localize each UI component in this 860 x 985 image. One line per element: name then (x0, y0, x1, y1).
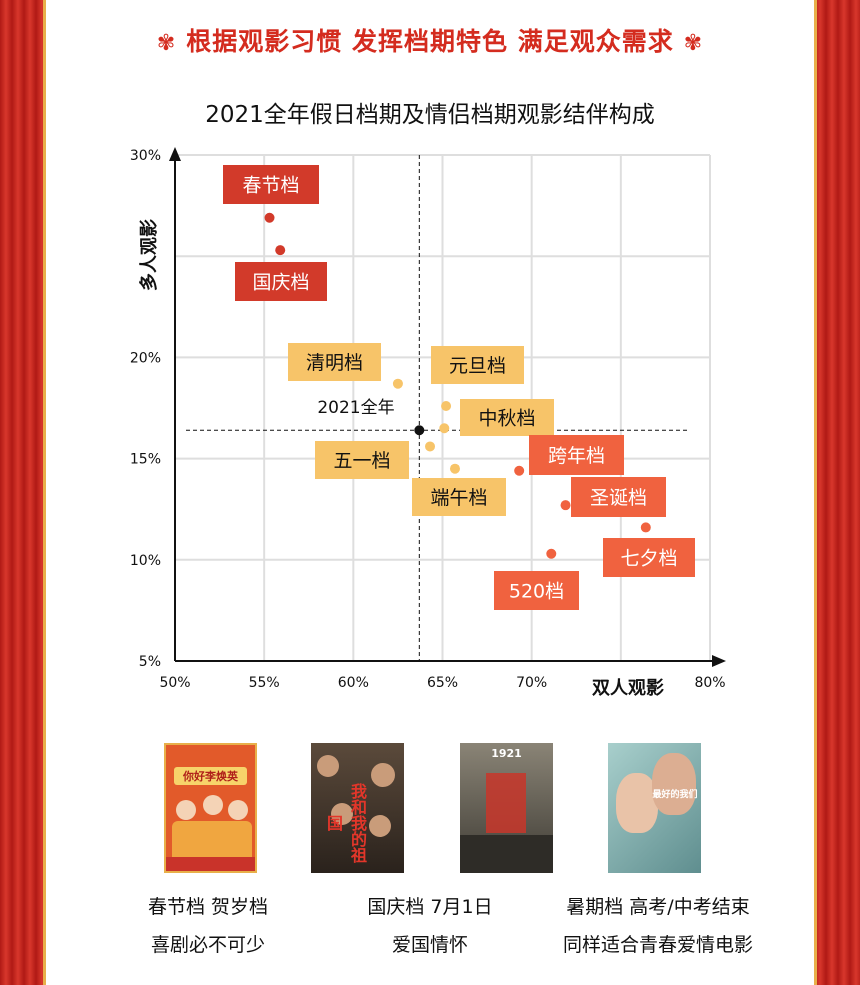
x-axis-arrow-icon (712, 655, 726, 667)
point-label-box (412, 478, 506, 516)
point-label: 跨年档 (548, 445, 605, 467)
point-label: 中秋档 (478, 408, 535, 430)
data-point (392, 378, 403, 389)
poster-title: 1921 (491, 747, 522, 760)
data-point (425, 441, 436, 452)
chart-title: 2021全年假日档期及情侣档期观影结伴构成 (205, 102, 655, 128)
caption-line-2: 同样适合青春爱情电影 (562, 934, 753, 956)
point-label-box (603, 538, 695, 577)
right-border-decoration (814, 0, 860, 985)
left-gold-line (43, 0, 46, 985)
x-tick-label: 70% (516, 675, 547, 691)
left-border-decoration (0, 0, 46, 985)
data-point (640, 522, 651, 533)
point-label: 元旦档 (449, 355, 506, 377)
x-tick-label: 55% (249, 675, 280, 691)
caption-line-1: 暑期档 高考/中考结束 (566, 896, 750, 918)
headline: ✾ 根据观影习惯 发挥档期特色 满足观众需求 ✾ (46, 22, 814, 58)
y-tick-label: 20% (130, 350, 161, 366)
x-tick-label: 60% (338, 675, 369, 691)
point-label: 520档 (509, 581, 564, 603)
poster-ni-hao-li-huan-ying: 你好李焕英 (164, 743, 257, 873)
reference-label: 2021全年 (317, 398, 394, 418)
data-point (560, 500, 571, 511)
poster-wo-he-wo-de-zu-guo: 我和我的祖国 (311, 743, 404, 873)
caption-national-day: 国庆档 7月1日 爱国情怀 (300, 888, 560, 964)
point-label: 五一档 (333, 450, 390, 472)
x-tick-label: 80% (694, 675, 725, 691)
data-point (441, 400, 452, 411)
caption-summer: 暑期档 高考/中考结束 同样适合青春爱情电影 (528, 888, 788, 964)
poster-1921: 1921 (460, 743, 553, 873)
caption-spring-festival: 春节档 贺岁档 喜剧必不可少 (78, 888, 338, 964)
point-label: 圣诞档 (590, 487, 647, 509)
point-label-box (315, 441, 409, 479)
point-label-box (571, 477, 666, 517)
caption-line-2: 喜剧必不可少 (150, 934, 265, 956)
data-point (546, 548, 557, 559)
point-label-box (235, 262, 327, 301)
flower-icon: ✾ (156, 31, 177, 56)
x-tick-label: 65% (427, 675, 458, 691)
caption-line-1: 国庆档 7月1日 (367, 896, 493, 918)
point-label: 端午档 (430, 487, 487, 509)
data-point (449, 463, 460, 474)
data-point (439, 423, 450, 434)
point-label-box (460, 399, 554, 436)
point-label-box (223, 165, 319, 204)
caption-line-2: 爱国情怀 (391, 934, 468, 956)
data-point (275, 245, 286, 256)
point-label: 七夕档 (620, 548, 677, 570)
poster-title: 最好的我们 (652, 790, 698, 800)
y-tick-label: 15% (130, 452, 161, 468)
reference-point (414, 425, 425, 436)
point-label: 国庆档 (252, 272, 309, 294)
poster-zui-hao-de-wo-men: 最好的我们 (608, 743, 701, 873)
headline-text: 根据观影习惯 发挥档期特色 满足观众需求 (186, 27, 674, 56)
y-tick-label: 30% (130, 148, 161, 164)
y-axis-arrow-icon (169, 147, 181, 161)
data-point (514, 465, 525, 476)
y-axis-title: 多人观影 (138, 219, 160, 291)
right-gold-line (814, 0, 817, 985)
y-tick-label: 5% (139, 654, 161, 670)
point-label: 清明档 (306, 352, 363, 374)
point-label-box (288, 343, 381, 381)
point-label: 春节档 (242, 175, 299, 197)
point-label-box (494, 571, 579, 610)
x-axis-title: 双人观影 (592, 678, 664, 699)
point-label-box (431, 346, 524, 384)
x-tick-label: 50% (159, 675, 190, 691)
caption-line-1: 春节档 贺岁档 (147, 896, 269, 918)
poster-title: 你好李焕英 (183, 770, 238, 783)
y-tick-label: 10% (130, 553, 161, 569)
data-point (264, 212, 275, 223)
poster-title: 我和我的祖国 (324, 783, 367, 863)
flower-icon: ✾ (683, 31, 704, 56)
point-label-box (529, 435, 624, 475)
